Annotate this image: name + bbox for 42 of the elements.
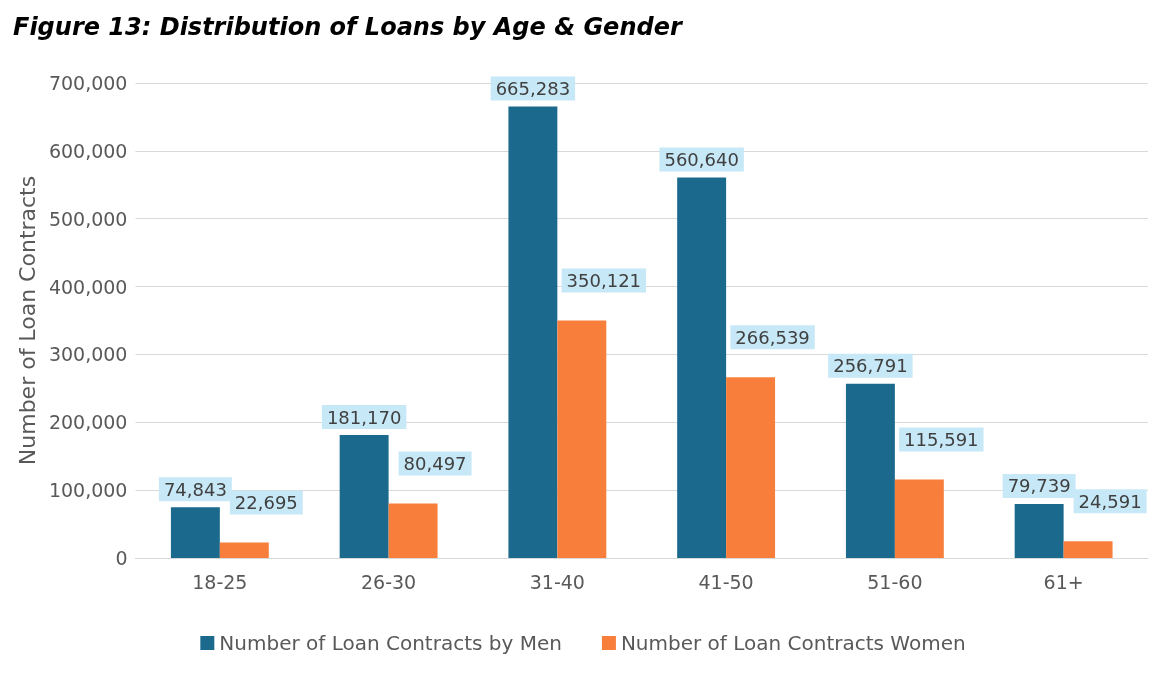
y-tick-label: 0: [115, 547, 128, 569]
bar: [508, 106, 558, 558]
data-label: 24,591: [1078, 490, 1142, 512]
bar: [339, 435, 389, 558]
chart-title: Figure 13: Distribution of Loans by Age & Gender: [13, 13, 684, 41]
bar: [845, 383, 895, 558]
bar: [557, 320, 607, 558]
data-label: 181,170: [326, 406, 402, 428]
bar: [894, 479, 944, 558]
bar: [388, 503, 438, 558]
bar: [726, 377, 776, 558]
data-label: 266,539: [735, 326, 810, 348]
x-tick-label: 61+: [1043, 570, 1084, 593]
x-tick-label: 51-60: [867, 570, 923, 593]
data-label: 665,283: [495, 78, 571, 100]
data-label: 80,497: [403, 452, 467, 474]
x-tick-label: 18-25: [192, 570, 248, 593]
x-tick-label: 31-40: [529, 570, 585, 593]
data-label: 350,121: [566, 269, 642, 291]
bar: [1014, 503, 1064, 558]
data-label: 115,591: [904, 429, 979, 451]
y-tick-label: 200,000: [48, 411, 128, 434]
data-label: 256,791: [833, 355, 908, 377]
y-tick-label: 100,000: [48, 479, 128, 502]
y-tick-label: 700,000: [48, 72, 128, 94]
data-label: 560,640: [664, 149, 739, 171]
bar: [1063, 541, 1113, 558]
bar: [219, 542, 269, 558]
y-tick-label: 300,000: [48, 343, 128, 366]
bar: [170, 507, 220, 558]
legend-label: Number of Loan Contracts Women: [620, 631, 966, 655]
legend-label: Number of Loan Contracts by Men: [219, 631, 562, 655]
data-label: 79,739: [1007, 475, 1071, 497]
y-axis-title: Number of Loan Contracts: [14, 175, 40, 466]
y-tick-label: 500,000: [48, 207, 128, 230]
x-tick-label: 41-50: [698, 570, 754, 593]
bar: [677, 177, 727, 558]
y-tick-label: 400,000: [48, 275, 128, 298]
x-tick-label: 26-30: [360, 570, 417, 593]
y-tick-label: 600,000: [48, 139, 128, 162]
data-label: 74,843: [163, 478, 227, 500]
data-label: 22,695: [234, 492, 298, 514]
